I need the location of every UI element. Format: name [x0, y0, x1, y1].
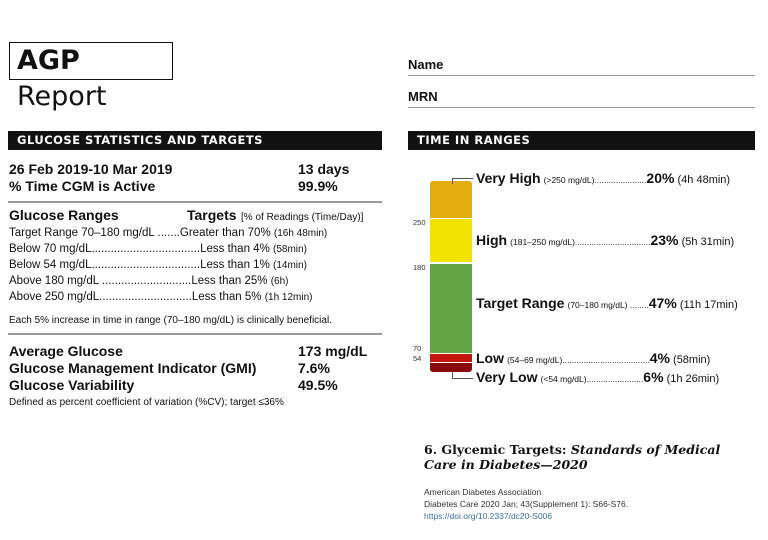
tick-70: 70 — [413, 344, 422, 353]
gv-label: Glucose Variability — [9, 377, 135, 393]
name-label: Name — [408, 57, 444, 72]
avg-label: Average Glucose — [9, 343, 123, 359]
range-name: Low — [476, 350, 504, 366]
range-time: (1h 26min) — [666, 373, 720, 385]
bar-high — [430, 219, 472, 262]
bar-very-high — [430, 181, 472, 218]
connector — [452, 178, 473, 184]
range-pct: 20% — [646, 170, 675, 186]
days-value: 13 days — [298, 161, 350, 177]
targets-heading: Targets — [187, 207, 237, 223]
targets-note: [% of Readings (Time/Day)] — [241, 212, 364, 223]
target-value: Less than 1% — [200, 259, 270, 271]
footnote: Each 5% increase in time in range (70–18… — [9, 315, 332, 326]
mrn-field[interactable]: MRN — [408, 89, 755, 108]
cgm-label: % Time CGM is Active — [9, 178, 156, 194]
range-name: Very Low — [476, 369, 538, 385]
title-bold: AGP — [17, 45, 80, 76]
targets-heading-wrap: Targets [% of Readings (Time/Day)] — [187, 207, 363, 225]
target-value: Less than 5% — [191, 291, 262, 303]
gmi-label: Glucose Management Indicator (GMI) — [9, 360, 257, 376]
range-pct: 6% — [643, 369, 664, 385]
target-time: (14min) — [273, 260, 307, 271]
target-time: (1h 12min) — [264, 292, 313, 303]
range-limits: (181–250 mg/dL).........................… — [510, 237, 651, 247]
citation-title-italic: Standards of Medical Care in Diabetes—20… — [424, 442, 721, 472]
report-title: AGP Report — [9, 42, 173, 112]
target-time: (16h 48min) — [273, 228, 328, 239]
divider — [8, 333, 382, 335]
gmi-value: 7.6% — [298, 360, 330, 376]
table-row: Below 70 mg/dL..........................… — [9, 241, 307, 257]
range-limits: (>250 mg/dL)...................... — [543, 175, 647, 185]
range-label: Below 54 mg/dL..........................… — [9, 259, 201, 271]
range-very-high: Very High (>250 mg/dL)..................… — [476, 170, 730, 188]
ranges-heading: Glucose Ranges — [9, 207, 119, 223]
citation-title: 6. Glycemic Targets: Standards of Medica… — [424, 442, 754, 472]
range-pct: 4% — [649, 350, 670, 366]
divider — [8, 201, 382, 203]
title-rest: Report — [17, 81, 107, 112]
target-value: Less than 4% — [200, 243, 270, 255]
table-row: Target Range 70–180 mg/dL .......Greater… — [9, 225, 327, 241]
target-time: (6h) — [270, 276, 289, 287]
range-high: High (181–250 mg/dL)....................… — [476, 232, 734, 250]
target-time: (58min) — [273, 244, 307, 255]
bar-target — [430, 264, 472, 353]
connector — [452, 372, 473, 379]
avg-value: 173 mg/dL — [298, 343, 368, 359]
doi-link[interactable]: https://doi.org/10.2337/dc20-S006 — [424, 511, 553, 521]
mrn-label: MRN — [408, 89, 438, 104]
citation-author: American Diabetes Association — [424, 487, 542, 497]
range-label: Above 180 mg/dL ........................… — [9, 275, 192, 287]
range-time: (4h 48min) — [677, 174, 731, 186]
date-range: 26 Feb 2019-10 Mar 2019 — [9, 161, 173, 177]
gv-value: 49.5% — [298, 377, 338, 393]
tick-54: 54 — [413, 354, 422, 363]
table-row: Below 54 mg/dL..........................… — [9, 257, 307, 273]
citation-journal: Diabetes Care 2020 Jan; 43(Supplement 1)… — [424, 499, 629, 509]
range-label: Below 70 mg/dL..........................… — [9, 243, 201, 255]
target-value: Greater than 70% — [179, 227, 271, 239]
table-row: Above 250 mg/dL.........................… — [9, 289, 313, 305]
range-limits: (54–69 mg/dL)...........................… — [507, 355, 650, 365]
range-limits: (<54 mg/dL)........................ — [540, 374, 644, 384]
tick-180: 180 — [413, 263, 426, 272]
gv-note: Defined as percent coefficient of variat… — [9, 397, 284, 408]
bar-low — [430, 354, 472, 362]
range-time: (5h 31min) — [681, 236, 735, 248]
range-name: High — [476, 232, 508, 248]
range-label: Above 250 mg/dL.........................… — [9, 291, 192, 303]
stats-header: GLUCOSE STATISTICS AND TARGETS — [8, 131, 382, 150]
bar-very-low — [430, 363, 472, 372]
table-row: Above 180 mg/dL ........................… — [9, 273, 288, 289]
range-name: Target Range — [476, 295, 565, 311]
range-pct: 47% — [648, 295, 677, 311]
tick-250: 250 — [413, 218, 426, 227]
range-low: Low (54–69 mg/dL).......................… — [476, 350, 710, 368]
range-name: Very High — [476, 170, 541, 186]
range-pct: 23% — [650, 232, 679, 248]
range-label: Target Range 70–180 mg/dL ....... — [9, 227, 180, 239]
name-field[interactable]: Name — [408, 57, 755, 76]
range-target: Target Range (70–180 mg/dL) ........47% … — [476, 295, 738, 313]
citation-title-plain: 6. Glycemic Targets: — [424, 442, 571, 457]
range-limits: (70–180 mg/dL) ........ — [567, 300, 649, 310]
range-very-low: Very Low (<54 mg/dL)....................… — [476, 369, 719, 387]
range-time: (11h 17min) — [679, 299, 738, 311]
range-time: (58min) — [673, 354, 711, 366]
tir-header: TIME IN RANGES — [408, 131, 755, 150]
target-value: Less than 25% — [191, 275, 268, 287]
cgm-value: 99.9% — [298, 178, 338, 194]
